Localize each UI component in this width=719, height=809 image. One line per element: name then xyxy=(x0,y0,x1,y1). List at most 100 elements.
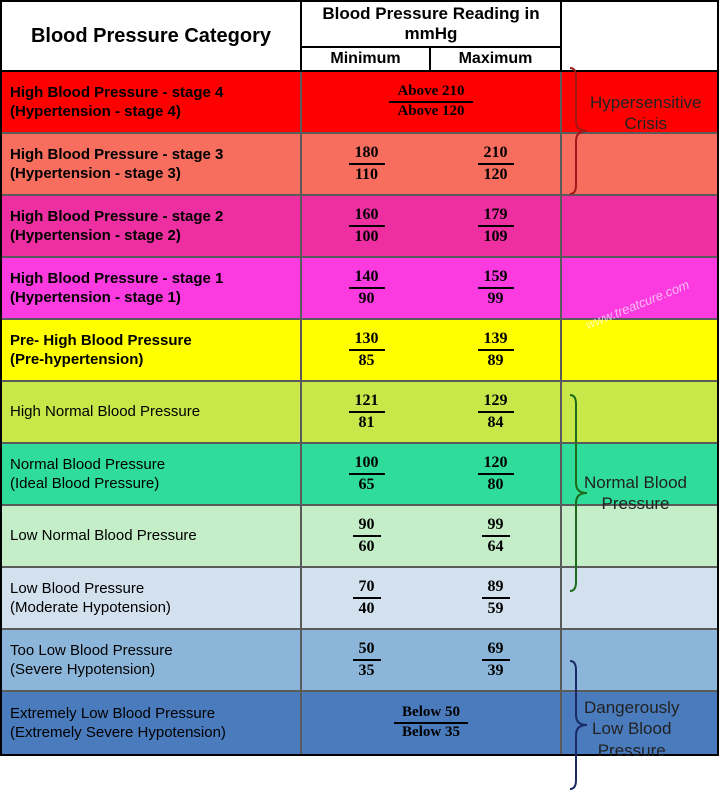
min-reading-systolic: 121 xyxy=(349,392,385,413)
min-reading-systolic: 50 xyxy=(353,640,381,661)
max-reading-systolic: 99 xyxy=(482,516,510,537)
annotation-low: Dangerously Low Blood Pressure xyxy=(584,697,679,761)
values-cell: 10065 12080 xyxy=(302,444,562,504)
min-reading-systolic: 140 xyxy=(349,268,385,289)
max-reading-systolic: 179 xyxy=(478,206,514,227)
min-reading-diastolic: 35 xyxy=(353,661,381,680)
annotation-normal: Normal Blood Pressure xyxy=(584,472,687,515)
table-row: High Normal Blood Pressure 12181 12984 xyxy=(2,382,717,444)
category-sub: (Hypertension - stage 2) xyxy=(10,226,292,246)
values-cell: 13085 13989 xyxy=(302,320,562,380)
category-cell: High Blood Pressure - stage 3(Hypertensi… xyxy=(2,134,302,194)
category-title: High Blood Pressure - stage 3 xyxy=(10,145,292,165)
max-reading: 8959 xyxy=(482,578,510,618)
category-title: High Blood Pressure - stage 2 xyxy=(10,207,292,227)
header-annotation-spacer xyxy=(562,2,717,70)
category-sub: (Hypertension - stage 1) xyxy=(10,288,292,308)
max-reading: 210120 xyxy=(478,144,514,184)
table-row: Low Blood Pressure(Moderate Hypotension)… xyxy=(2,568,717,630)
rows-container: High Blood Pressure - stage 4(Hypertensi… xyxy=(2,72,717,754)
min-cell: 13085 xyxy=(302,320,431,380)
min-reading-diastolic: 60 xyxy=(353,537,381,556)
min-reading-systolic: 70 xyxy=(353,578,381,599)
max-cell: 12080 xyxy=(431,444,560,504)
category-sub: (Hypertension - stage 4) xyxy=(10,102,292,122)
category-cell: Low Normal Blood Pressure xyxy=(2,506,302,566)
max-reading-diastolic: 84 xyxy=(482,413,510,432)
min-cell: 10065 xyxy=(302,444,431,504)
category-sub: (Hypertension - stage 3) xyxy=(10,164,292,184)
max-reading: 12984 xyxy=(478,392,514,432)
category-cell: Low Blood Pressure(Moderate Hypotension) xyxy=(2,568,302,628)
max-reading-diastolic: 99 xyxy=(482,289,510,308)
max-cell: 6939 xyxy=(431,630,560,690)
max-cell: 210120 xyxy=(431,134,560,194)
category-title: High Blood Pressure - stage 1 xyxy=(10,269,292,289)
max-reading: 15999 xyxy=(478,268,514,308)
min-cell: 12181 xyxy=(302,382,431,442)
category-sub: (Severe Hypotension) xyxy=(10,660,292,680)
min-reading-diastolic: 100 xyxy=(349,227,385,246)
max-reading: 12080 xyxy=(478,454,514,494)
max-cell: 8959 xyxy=(431,568,560,628)
min-reading-diastolic: 40 xyxy=(353,599,381,618)
max-reading-diastolic: 39 xyxy=(482,661,510,680)
max-reading-systolic: 129 xyxy=(478,392,514,413)
table-row: Too Low Blood Pressure(Severe Hypotensio… xyxy=(2,630,717,692)
category-cell: High Normal Blood Pressure xyxy=(2,382,302,442)
min-reading: 7040 xyxy=(353,578,381,618)
category-cell: Too Low Blood Pressure(Severe Hypotensio… xyxy=(2,630,302,690)
max-reading-diastolic: 89 xyxy=(482,351,510,370)
max-reading-systolic: 139 xyxy=(478,330,514,351)
min-reading: 9060 xyxy=(353,516,381,556)
max-reading: 6939 xyxy=(482,640,510,680)
values-cell: 180110 210120 xyxy=(302,134,562,194)
min-reading-diastolic: 110 xyxy=(349,165,384,184)
max-reading: 13989 xyxy=(478,330,514,370)
header-minimum: Minimum xyxy=(302,48,431,70)
max-cell: 12984 xyxy=(431,382,560,442)
merged-reading-systolic: Below 50 xyxy=(394,704,468,724)
header-category: Blood Pressure Category xyxy=(2,2,302,70)
min-reading: 160100 xyxy=(349,206,385,246)
category-title: Normal Blood Pressure xyxy=(10,455,292,475)
category-title: Pre- High Blood Pressure xyxy=(10,331,292,351)
category-title: Low Normal Blood Pressure xyxy=(10,526,292,546)
category-cell: Pre- High Blood Pressure(Pre-hypertensio… xyxy=(2,320,302,380)
table-row: High Blood Pressure - stage 2(Hypertensi… xyxy=(2,196,717,258)
min-reading-systolic: 160 xyxy=(349,206,385,227)
max-reading-systolic: 120 xyxy=(478,454,514,475)
values-cell: 1409015999 xyxy=(302,258,562,318)
category-title: Extremely Low Blood Pressure xyxy=(10,704,292,724)
min-reading: 12181 xyxy=(349,392,385,432)
min-reading-diastolic: 85 xyxy=(353,351,381,370)
category-cell: High Blood Pressure - stage 4(Hypertensi… xyxy=(2,72,302,132)
category-sub: (Pre-hypertension) xyxy=(10,350,292,370)
min-reading: 13085 xyxy=(349,330,385,370)
merged-reading: Above 210Above 120 xyxy=(389,83,472,121)
max-reading-systolic: 210 xyxy=(478,144,514,165)
min-reading-systolic: 180 xyxy=(349,144,385,165)
values-cell: 5035 6939 xyxy=(302,630,562,690)
max-reading-systolic: 89 xyxy=(482,578,510,599)
min-cell: 5035 xyxy=(302,630,431,690)
min-reading: 180110 xyxy=(349,144,385,184)
min-reading-systolic: 130 xyxy=(349,330,385,351)
max-reading-diastolic: 120 xyxy=(478,165,514,184)
values-cell: Below 50Below 35 xyxy=(302,692,562,754)
max-reading-diastolic: 59 xyxy=(482,599,510,618)
brace-icon xyxy=(569,67,589,195)
table-row: Low Normal Blood Pressure90609964 xyxy=(2,506,717,568)
max-cell: 13989 xyxy=(431,320,560,380)
min-cell: 180110 xyxy=(302,134,431,194)
min-reading-systolic: 90 xyxy=(353,516,381,537)
min-cell: 7040 xyxy=(302,568,431,628)
header-reading-group: Blood Pressure Reading in mmHg Minimum M… xyxy=(302,2,562,70)
min-reading-diastolic: 81 xyxy=(353,413,381,432)
category-title: Too Low Blood Pressure xyxy=(10,641,292,661)
header-minmax: Minimum Maximum xyxy=(302,48,560,70)
category-cell: High Blood Pressure - stage 2(Hypertensi… xyxy=(2,196,302,256)
min-reading-systolic: 100 xyxy=(349,454,385,475)
min-reading: 10065 xyxy=(349,454,385,494)
values-cell: 12181 12984 xyxy=(302,382,562,442)
